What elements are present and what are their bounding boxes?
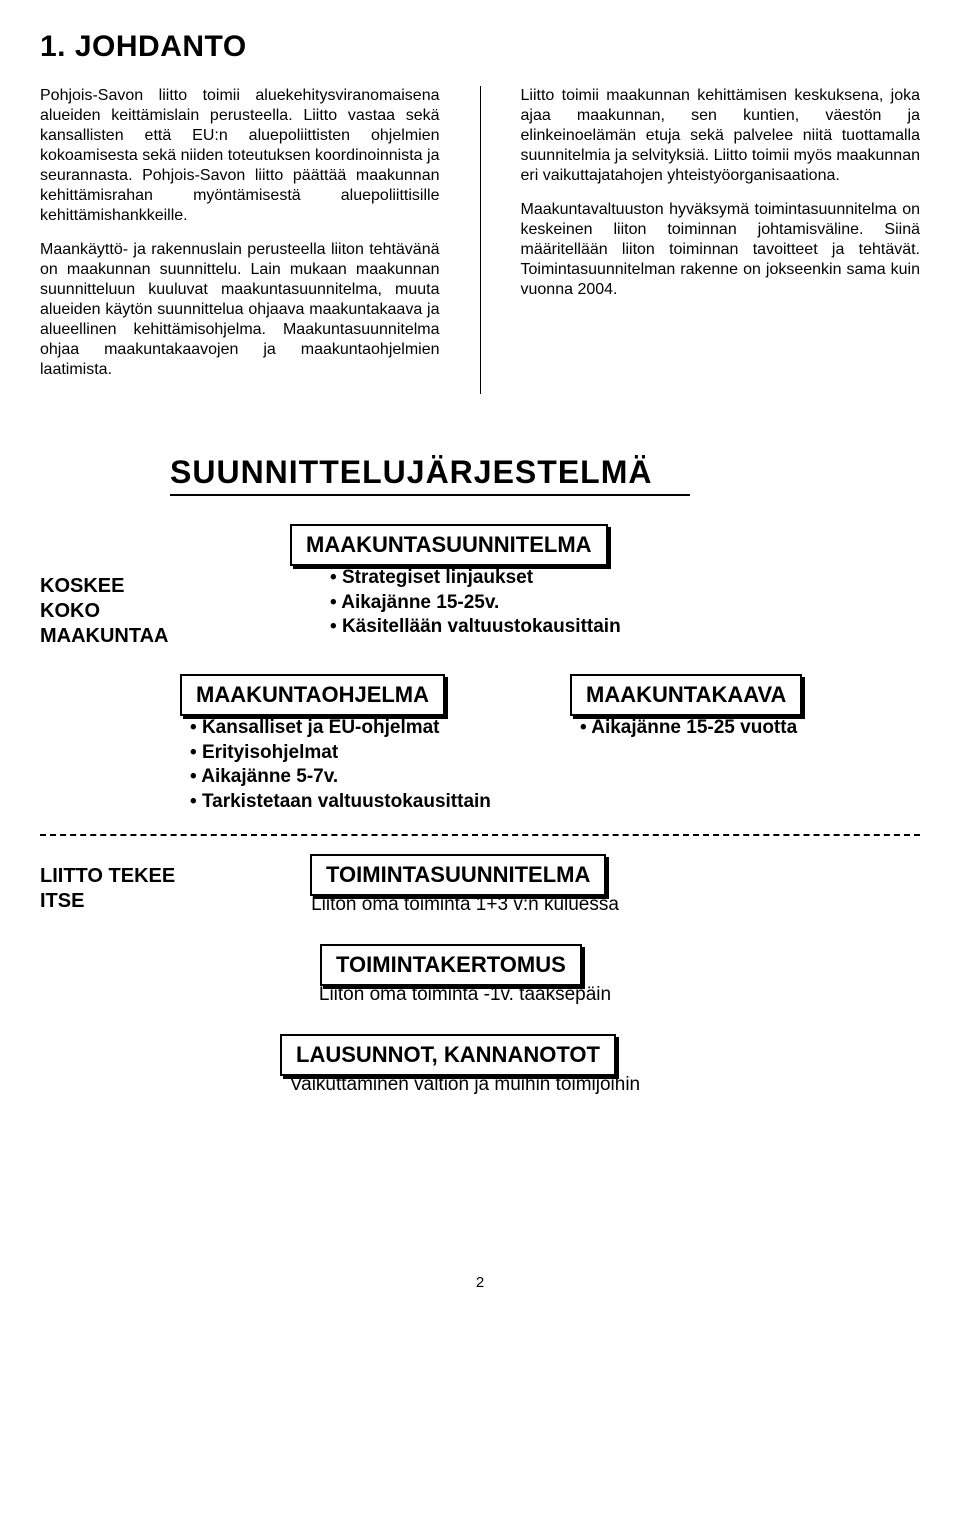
box-maakuntaohjelma: MAAKUNTAOHJELMA [180, 674, 445, 716]
dashed-separator [40, 834, 920, 836]
left-para-2: Maankäyttö- ja rakennuslain perusteella … [40, 240, 440, 380]
box-maakuntasuunnitelma: MAAKUNTASUUNNITELMA [290, 524, 608, 566]
box2-bullet-2: Erityisohjelmat [190, 741, 491, 766]
page-number: 2 [40, 1274, 920, 1291]
left-para-1: Pohjois-Savon liitto toimii aluekehitysv… [40, 86, 440, 226]
title-underline [170, 494, 690, 496]
bullets-maakuntaohjelma: Kansalliset ja EU-ohjelmat Erityisohjelm… [190, 716, 491, 815]
side1-line3: MAAKUNTAA [40, 624, 169, 649]
side-label-koskee: KOSKEE KOKO MAAKUNTAA [40, 574, 169, 649]
box1-bullet-2: Aikajänne 15-25v. [330, 591, 621, 616]
side1-line2: KOKO [40, 599, 169, 624]
sub-lausunnot: Vaikuttaminen valtion ja muihin toimijoi… [250, 1074, 680, 1096]
box2-bullet-4: Tarkistetaan valtuustokausittain [190, 790, 491, 815]
sub-toimintasuunnitelma: Liiton oma toiminta 1+3 v:n kuluessa [285, 894, 645, 916]
box-toimintasuunnitelma: TOIMINTASUUNNITELMA [310, 854, 606, 896]
box2-bullet-3: Aikajänne 5-7v. [190, 765, 491, 790]
box-lausunnot: LAUSUNNOT, KANNANOTOT [280, 1034, 616, 1076]
right-column: Liitto toimii maakunnan kehittämisen kes… [521, 86, 921, 394]
right-para-2: Maakuntavaltuuston hyväksymä toimintasuu… [521, 200, 921, 300]
box-toimintakertomus: TOIMINTAKERTOMUS [320, 944, 582, 986]
side-label-liitto: LIITTO TEKEE ITSE [40, 864, 175, 914]
box1-bullet-1: Strategiset linjaukset [330, 566, 621, 591]
box2-bullet-1: Kansalliset ja EU-ohjelmat [190, 716, 491, 741]
box3-bullet-1: Aikajänne 15-25 vuotta [580, 716, 797, 741]
diagram-title: SUUNNITTELUJÄRJESTELMÄ [170, 454, 652, 491]
right-para-1: Liitto toimii maakunnan kehittämisen kes… [521, 86, 921, 186]
page-heading: 1. JOHDANTO [40, 30, 920, 64]
side1-line1: KOSKEE [40, 574, 169, 599]
two-column-text: Pohjois-Savon liitto toimii aluekehitysv… [40, 86, 920, 394]
box-maakuntakaava: MAAKUNTAKAAVA [570, 674, 802, 716]
bullets-maakuntakaava: Aikajänne 15-25 vuotta [580, 716, 797, 741]
box1-bullet-3: Käsitellään valtuustokausittain [330, 615, 621, 640]
side2-line1: LIITTO TEKEE [40, 864, 175, 889]
bullets-maakuntasuunnitelma: Strategiset linjaukset Aikajänne 15-25v.… [330, 566, 621, 640]
side2-line2: ITSE [40, 889, 175, 914]
planning-system-diagram: SUUNNITTELUJÄRJESTELMÄ KOSKEE KOKO MAAKU… [40, 454, 920, 1234]
left-column: Pohjois-Savon liitto toimii aluekehitysv… [40, 86, 440, 394]
sub-toimintakertomus: Liiton oma toiminta -1v. taaksepäin [285, 984, 645, 1006]
column-divider [480, 86, 481, 394]
